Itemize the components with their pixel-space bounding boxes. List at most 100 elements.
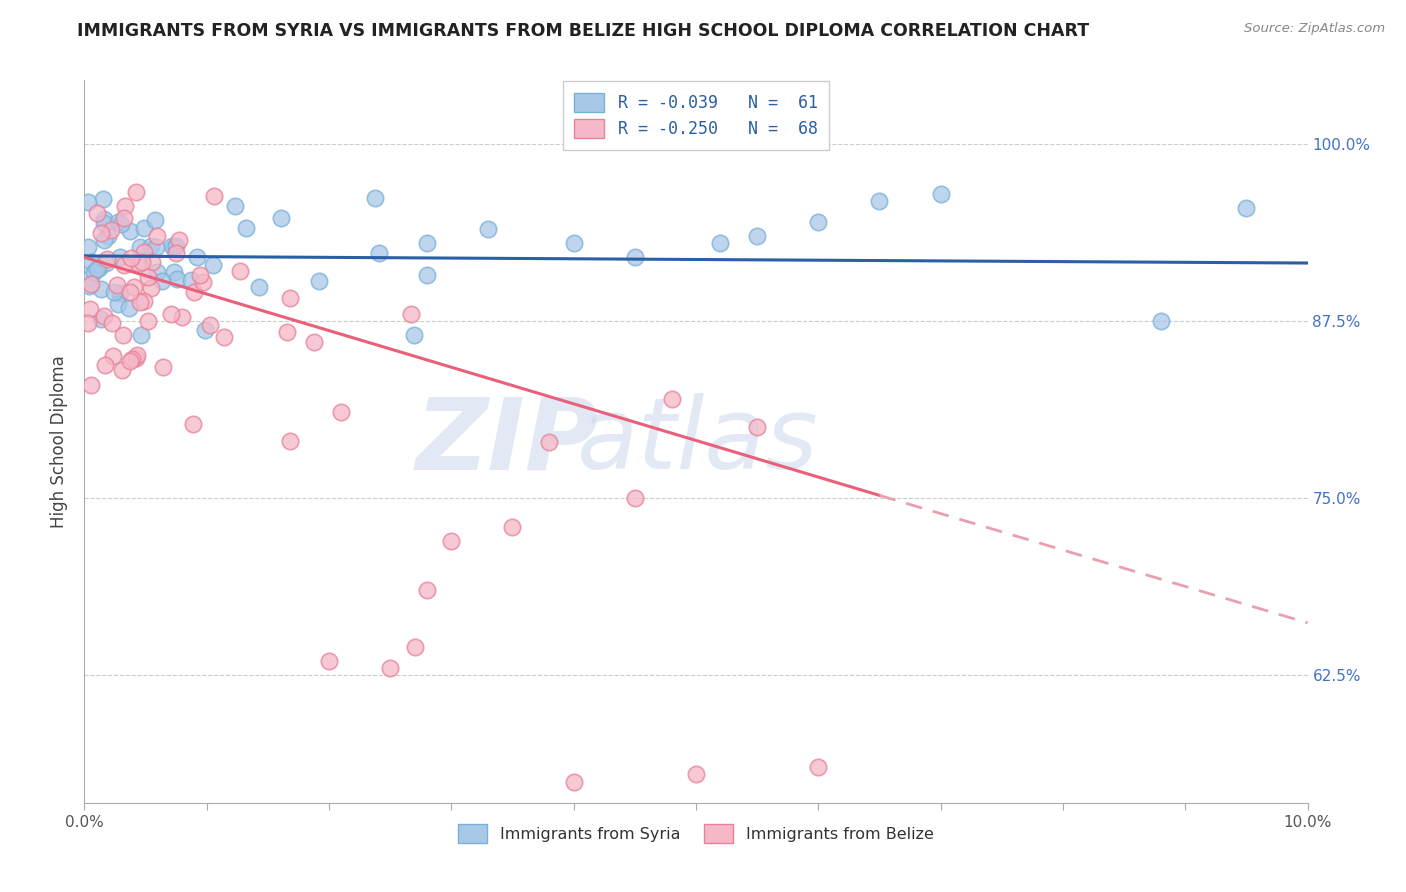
Point (661, 392, 683, 406)
Point (869, 194, 891, 208)
Point (1150, 314, 1173, 328)
Point (108, 286, 131, 301)
Text: Source: ZipAtlas.com: Source: ZipAtlas.com (1244, 22, 1385, 36)
Point (129, 294, 152, 309)
Point (146, 228, 169, 243)
Point (278, 434, 301, 448)
Point (77, 316, 100, 330)
Point (112, 258, 135, 272)
Point (380, 661, 402, 675)
Point (166, 272, 188, 286)
Point (193, 275, 215, 289)
Point (194, 323, 217, 337)
Point (181, 417, 204, 432)
Point (152, 359, 174, 374)
Point (139, 281, 162, 295)
Point (141, 239, 163, 253)
Point (180, 273, 202, 287)
Point (186, 250, 208, 264)
Point (308, 274, 330, 288)
Point (101, 316, 124, 330)
Point (93, 309, 115, 323)
Point (143, 213, 166, 227)
Point (188, 268, 211, 283)
Point (202, 189, 225, 203)
Point (160, 239, 183, 253)
Point (141, 255, 163, 269)
Point (120, 354, 142, 368)
Point (86, 261, 108, 276)
Point (91, 192, 114, 206)
Point (416, 268, 439, 283)
Point (121, 352, 143, 367)
Point (302, 334, 325, 349)
Point (562, 236, 585, 251)
Point (107, 297, 129, 311)
Point (368, 246, 391, 260)
Point (145, 240, 167, 254)
Point (330, 405, 353, 419)
Point (183, 285, 205, 299)
Point (1236, 201, 1258, 215)
Point (83, 265, 105, 279)
Point (120, 251, 142, 265)
Point (929, 186, 952, 201)
Point (90, 282, 112, 296)
Point (114, 199, 136, 213)
Point (247, 280, 270, 294)
Point (97, 229, 120, 244)
Point (80, 254, 103, 268)
Point (103, 350, 125, 364)
Point (132, 245, 155, 260)
Point (80, 378, 103, 392)
Point (136, 269, 159, 284)
Point (747, 229, 769, 244)
Point (108, 250, 131, 264)
Point (79, 302, 101, 317)
Point (90, 227, 112, 241)
Point (128, 240, 150, 254)
Text: IMMIGRANTS FROM SYRIA VS IMMIGRANTS FROM BELIZE HIGH SCHOOL DIPLOMA CORRELATION : IMMIGRANTS FROM SYRIA VS IMMIGRANTS FROM… (77, 22, 1090, 40)
Point (165, 245, 187, 260)
Point (103, 285, 125, 300)
Point (112, 328, 135, 343)
Point (624, 251, 647, 265)
Point (624, 491, 647, 506)
Point (150, 274, 173, 288)
Point (270, 211, 292, 226)
Point (159, 307, 181, 321)
Point (132, 293, 155, 308)
Point (118, 285, 141, 300)
Point (122, 279, 145, 293)
Point (807, 215, 830, 229)
Point (163, 239, 186, 253)
Point (224, 199, 246, 213)
Point (87, 260, 110, 275)
Y-axis label: High School Diploma: High School Diploma (49, 355, 67, 528)
Point (404, 640, 426, 654)
Point (167, 233, 190, 247)
Point (165, 239, 187, 253)
Point (110, 217, 132, 231)
Point (93, 233, 115, 247)
Point (100, 222, 122, 236)
Point (477, 222, 499, 236)
Point (399, 307, 422, 321)
Point (112, 211, 135, 226)
Point (364, 191, 387, 205)
Point (562, 774, 585, 789)
Point (146, 265, 169, 279)
Point (118, 301, 141, 315)
Point (416, 236, 439, 251)
Point (198, 318, 221, 333)
Point (131, 254, 153, 268)
Point (404, 328, 426, 343)
Point (136, 313, 159, 327)
Point (96, 256, 118, 270)
Point (170, 310, 193, 324)
Point (416, 583, 439, 598)
Point (229, 264, 252, 278)
Point (538, 434, 561, 449)
Text: atlas: atlas (576, 393, 818, 490)
Point (90, 311, 112, 326)
